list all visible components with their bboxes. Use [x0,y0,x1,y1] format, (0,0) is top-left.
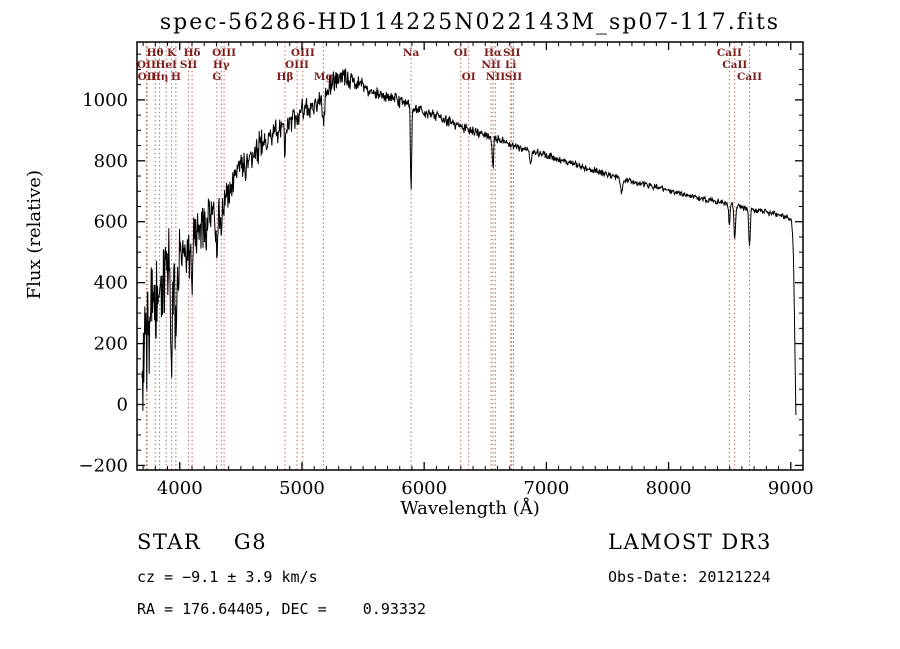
marker-label: NII [486,71,506,83]
ra-dec-label: RA = 176.64405, DEC = 0.93332 [137,600,426,618]
y-tick-label: 800 [94,151,128,172]
marker-label: Hδ [184,47,201,59]
marker-label: HeI [155,59,177,71]
marker-label: SII [180,59,197,71]
x-tick-label: 4000 [157,478,203,499]
marker-label: SII [505,71,522,83]
marker-label: K [167,47,177,59]
marker-label: OI [462,71,476,83]
cz-velocity-label: cz = −9.1 ± 3.9 km/s [137,568,318,586]
marker-label: OI [454,47,468,59]
marker-label: SII [503,47,520,59]
y-tick-label: 200 [94,334,128,355]
marker-label: Li [505,59,516,71]
x-tick-label: 9000 [768,478,814,499]
marker-label: H [171,71,181,83]
y-tick-label: −200 [79,455,128,476]
marker-label: CaII [737,71,762,83]
marker-label: OIII [285,59,309,71]
y-tick-label: 400 [94,273,128,294]
marker-label: CaII [717,47,742,59]
marker-label: CaII [722,59,747,71]
spectrum-line [141,68,797,416]
x-tick-label: 8000 [646,478,692,499]
x-tick-label: 6000 [401,478,447,499]
marker-label: Hγ [213,59,230,71]
marker-label: OIII [212,47,236,59]
y-tick-label: 0 [117,395,128,416]
y-tick-label: 1000 [82,90,128,111]
marker-label: Hα [484,47,502,59]
marker-label: Hθ [147,47,164,59]
marker-label: Hβ [277,71,294,83]
marker-label: OIII [291,47,315,59]
marker-label: NII [481,59,501,71]
x-tick-label: 7000 [523,478,569,499]
marker-label: Hη [151,71,169,83]
object-class-label: STAR G8 [137,530,268,554]
marker-label: G [212,71,221,83]
obs-date-label: Obs-Date: 20121224 [608,568,771,586]
x-tick-label: 5000 [279,478,325,499]
survey-label: LAMOST DR3 [608,530,772,554]
marker-label: OII [137,59,156,71]
marker-label: Mg [314,71,334,83]
x-axis-label: Wavelength (Å) [400,498,540,519]
figure-title: spec-56286-HD114225N022143M_sp07-117.fit… [159,10,781,35]
marker-label: OII [138,71,157,83]
marker-label: Na [403,47,420,59]
y-tick-label: 600 [94,212,128,233]
axis-box [136,41,804,471]
